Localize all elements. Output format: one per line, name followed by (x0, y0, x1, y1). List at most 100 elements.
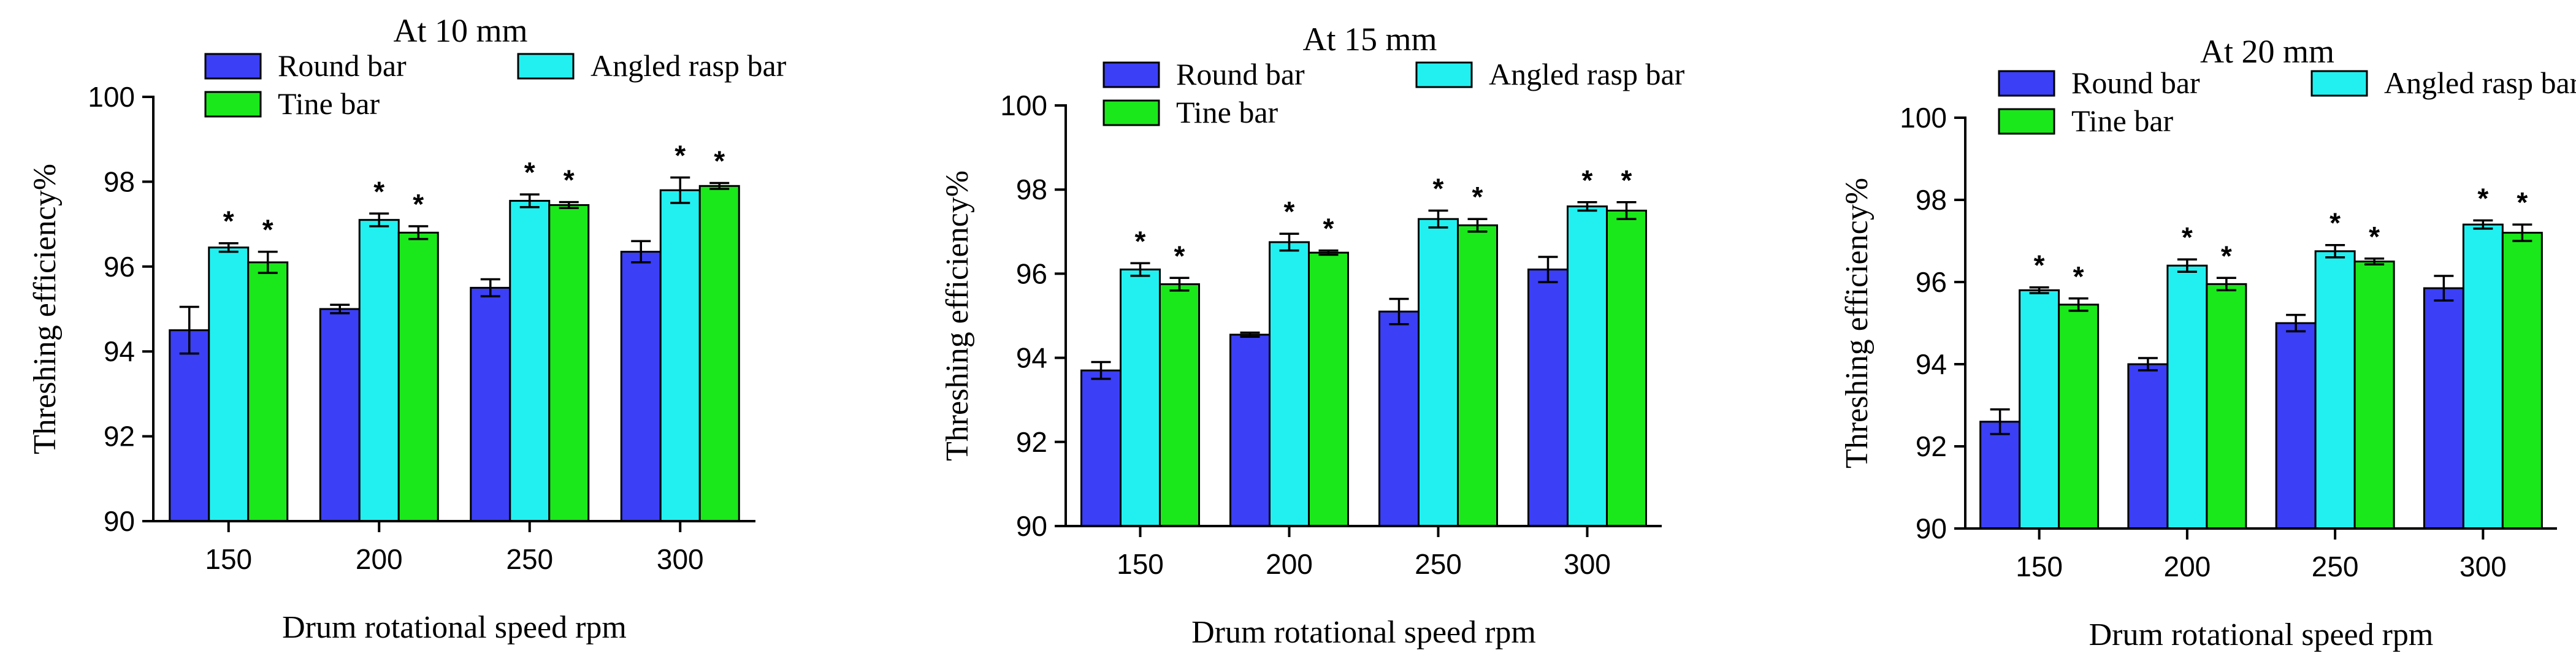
error-bar (2434, 275, 2454, 302)
legend-swatch (204, 53, 262, 80)
error-bar (1428, 209, 1448, 229)
error-bar (369, 212, 389, 227)
legend-swatch (1103, 99, 1160, 126)
bar (1606, 210, 1647, 527)
error-bar (1318, 249, 1339, 256)
bar (247, 261, 289, 522)
legend-swatch (517, 53, 575, 80)
x-tick-label: 150 (2016, 551, 2063, 582)
legend-label: Round bar (278, 48, 407, 83)
bar (2058, 303, 2100, 530)
x-tick-label: 300 (657, 543, 704, 575)
legend-item: Tine bar (204, 86, 380, 121)
bar (2127, 363, 2169, 530)
bar (659, 189, 701, 522)
error-bar (480, 278, 500, 297)
bar (2501, 232, 2543, 530)
legend-swatch (1998, 108, 2055, 135)
error-bar (2138, 357, 2158, 372)
significance-marker: * (1582, 164, 1593, 196)
legend-label: Round bar (1176, 57, 1305, 91)
error-bar (2364, 258, 2385, 265)
significance-marker: * (2477, 183, 2488, 215)
significance-marker: * (373, 175, 384, 207)
y-tick-label: 98 (104, 166, 135, 197)
x-tick-label: 200 (356, 543, 403, 575)
legend-label: Round bar (2071, 66, 2200, 100)
error-bar (2068, 297, 2089, 312)
y-axis-title: Threshing efficiency% (940, 170, 975, 461)
error-bar (519, 193, 540, 208)
significance-marker: * (2329, 207, 2341, 239)
significance-marker: * (564, 164, 575, 196)
significance-marker: * (714, 145, 725, 177)
bar (1567, 205, 1608, 527)
significance-marker: * (413, 188, 424, 220)
significance-marker: * (1284, 196, 1295, 227)
error-bar (631, 240, 651, 264)
significance-marker: * (2073, 261, 2084, 292)
chart-title: At 10 mm (393, 12, 527, 49)
error-bar (1616, 201, 1637, 220)
significance-marker: * (2369, 221, 2380, 253)
y-tick-label: 94 (1916, 348, 1947, 380)
x-tick-label: 200 (1266, 548, 1313, 580)
error-bar (2286, 313, 2306, 333)
legend-swatch (204, 91, 262, 118)
legend-label: Tine bar (278, 86, 380, 121)
chart-title: At 15 mm (1302, 21, 1437, 58)
bar (397, 231, 439, 522)
y-tick-label: 96 (1916, 266, 1947, 298)
significance-marker: * (675, 139, 686, 171)
bar (2314, 250, 2356, 530)
bar (2206, 283, 2247, 530)
error-bar (559, 200, 579, 210)
bar (620, 251, 662, 522)
y-tick-label: 96 (1016, 258, 1047, 289)
bar (1308, 251, 1349, 527)
bar (2462, 223, 2504, 530)
y-tick-label: 92 (1016, 426, 1047, 458)
significance-marker: * (1433, 173, 1444, 205)
y-tick-label: 90 (104, 505, 135, 537)
x-tick-label: 250 (2312, 551, 2359, 582)
bar (1527, 269, 1569, 527)
x-tick-label: 250 (506, 543, 553, 575)
y-tick-label: 98 (1016, 174, 1047, 205)
bar (1418, 218, 1459, 527)
y-tick-label: 94 (1016, 342, 1047, 374)
error-bar (1389, 297, 1409, 326)
legend-swatch (1415, 61, 1473, 88)
error-bar (709, 181, 730, 190)
bar (1378, 310, 1420, 527)
bar (169, 329, 210, 522)
legend-swatch (2310, 70, 2368, 97)
significance-marker: * (1472, 181, 1483, 213)
error-bar (1240, 331, 1260, 338)
y-tick-label: 98 (1916, 184, 1947, 216)
error-bar (2216, 277, 2236, 292)
legend-item: Round bar (1998, 66, 2200, 100)
y-tick-label: 92 (104, 421, 135, 452)
bar (698, 185, 740, 522)
significance-marker: * (223, 205, 234, 237)
bar (1269, 241, 1310, 527)
bar (1229, 334, 1271, 527)
x-tick-label: 150 (1117, 548, 1164, 580)
bar (2275, 322, 2317, 530)
x-tick-label: 300 (1564, 548, 1611, 580)
x-axis-title: Drum rotational speed rpm (282, 610, 627, 645)
legend-label: Angled rasp bar (1489, 57, 1685, 91)
significance-marker: * (2221, 240, 2232, 272)
legend-item: Angled rasp bar (1415, 57, 1685, 91)
significance-marker: * (1621, 164, 1632, 196)
legend-label: Tine bar (2071, 104, 2174, 138)
legend-item: Tine bar (1103, 95, 1278, 129)
legend-item: Angled rasp bar (2310, 66, 2576, 100)
y-tick-label: 90 (1916, 513, 1947, 544)
error-bar (258, 250, 278, 274)
